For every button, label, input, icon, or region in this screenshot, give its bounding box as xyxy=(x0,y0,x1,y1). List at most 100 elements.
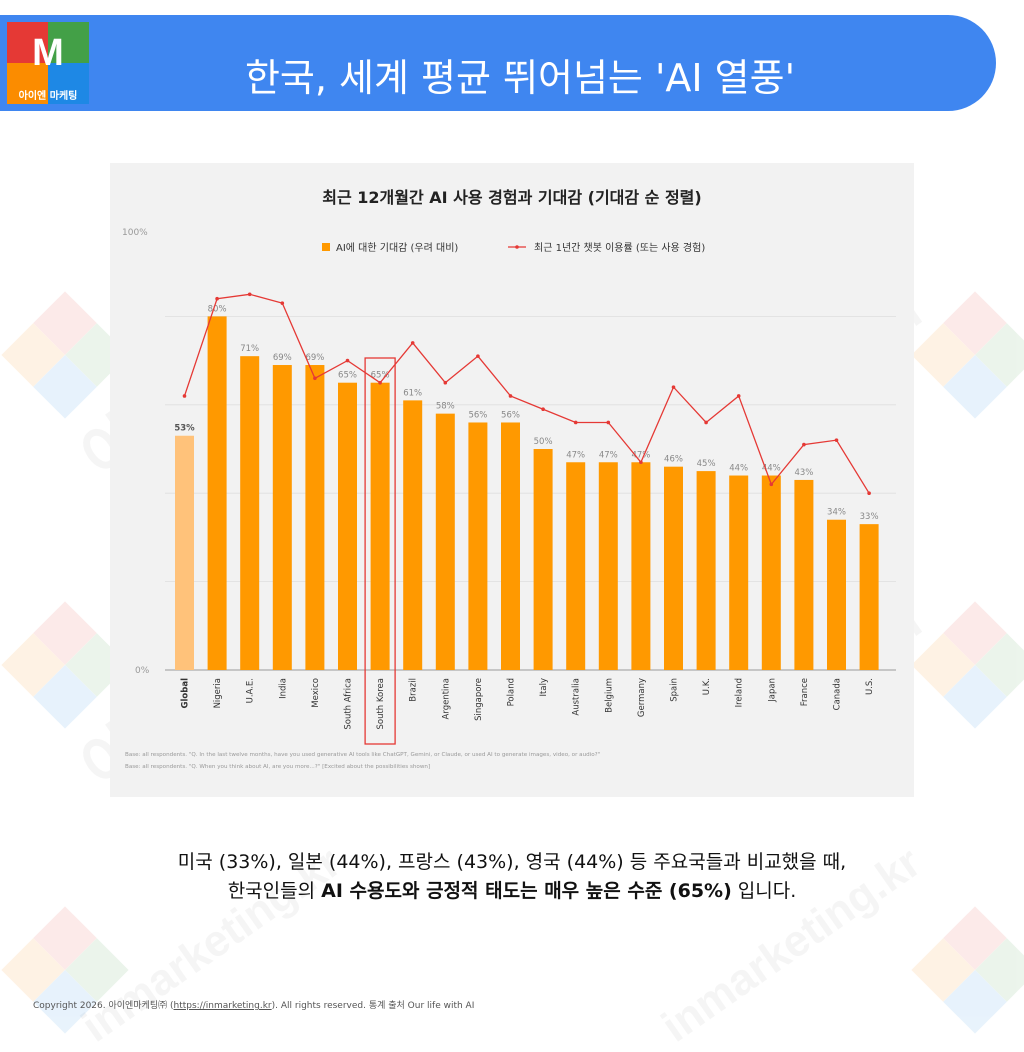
line-point xyxy=(802,442,806,447)
watermark-logo xyxy=(911,906,1024,1034)
bar-value-label: 53% xyxy=(174,424,195,434)
bar-japan xyxy=(761,475,781,670)
south-korea-highlight-box xyxy=(364,357,396,745)
bar-south-africa xyxy=(338,382,357,670)
line-point xyxy=(410,341,415,345)
line-point xyxy=(671,385,676,389)
bar-value-label: 45% xyxy=(697,459,716,469)
usage-line xyxy=(183,293,870,494)
bar-u-s- xyxy=(859,524,879,670)
x-tick-label: Canada xyxy=(833,678,843,710)
line-point xyxy=(313,376,317,381)
line-point xyxy=(215,296,219,301)
bar-u-k- xyxy=(696,471,716,670)
x-tick-label: U.A.E. xyxy=(246,678,256,703)
chart-note: Base: all respondents. "Q. When you thin… xyxy=(125,764,430,770)
x-tick-label: Singapore xyxy=(474,678,484,721)
x-tick-label: South Africa xyxy=(344,678,354,730)
bar-value-label: 33% xyxy=(860,512,879,522)
logo-letter: M xyxy=(32,32,64,74)
bar-value-label: 47% xyxy=(566,450,585,460)
line-point xyxy=(280,301,285,305)
bar-value-label: 56% xyxy=(468,410,487,420)
bar-poland xyxy=(501,422,520,670)
bar-singapore xyxy=(468,422,488,670)
bar-brazil xyxy=(403,400,423,670)
line-point xyxy=(606,420,611,425)
x-tick-label: South Korea xyxy=(376,678,386,730)
copyright-footer: Copyright 2026. 아이엔마케팅㈜ (https://inmarke… xyxy=(33,1001,475,1011)
page-title: 한국, 세계 평균 뛰어넘는 'AI 열풍' xyxy=(244,56,796,100)
bar-germany xyxy=(631,462,651,670)
bar-value-label: 58% xyxy=(436,402,455,412)
logo-text: 아이엔 마케팅 xyxy=(18,91,78,102)
bar-value-label: 61% xyxy=(403,388,422,398)
bar-nigeria xyxy=(207,316,227,670)
legend-bar-swatch xyxy=(322,243,330,251)
bar-value-label: 71% xyxy=(240,344,259,354)
chart-title: 최근 12개월간 AI 사용 경험과 기대감 (기대감 순 정렬) xyxy=(322,188,701,207)
header-bar: 한국, 세계 평균 뛰어넘는 'AI 열풍' xyxy=(0,15,996,111)
x-tick-label: Belgium xyxy=(604,678,614,713)
chart-card: 최근 12개월간 AI 사용 경험과 기대감 (기대감 순 정렬) 100% 0… xyxy=(110,163,914,797)
bar-value-label: 69% xyxy=(305,353,324,363)
bar-south-korea xyxy=(370,382,390,670)
bar-value-label: 47% xyxy=(599,450,618,460)
bar-value-label: 44% xyxy=(762,464,781,474)
chart-note: Base: all respondents. "Q. In the last t… xyxy=(125,752,601,758)
bar-value-label: 46% xyxy=(664,455,683,465)
legend-bar-label: AI에 대한 기대감 (우려 대비) xyxy=(336,242,458,254)
bar-value-label: 44% xyxy=(729,464,748,474)
x-tick-label: Global xyxy=(181,678,191,709)
x-tick-label: Australia xyxy=(572,678,582,716)
x-tick-label: Poland xyxy=(507,678,517,706)
watermark-logo xyxy=(911,291,1024,419)
bar-italy xyxy=(533,449,553,670)
legend-line-marker xyxy=(515,245,519,249)
x-tick-label: Italy xyxy=(539,678,549,696)
x-tick-label: Ireland xyxy=(735,678,745,707)
bar-value-label: 80% xyxy=(208,304,227,314)
x-tick-label: India xyxy=(278,678,288,699)
bar-mexico xyxy=(305,365,325,670)
summary-text: 미국 (33%), 일본 (44%), 프랑스 (43%), 영국 (44%) … xyxy=(80,848,944,906)
bar-value-label: 43% xyxy=(794,468,813,478)
y-tick-label: 0% xyxy=(135,666,150,676)
line-point xyxy=(541,407,545,412)
line-point xyxy=(736,394,741,398)
bar-line-chart: 최근 12개월간 AI 사용 경험과 기대감 (기대감 순 정렬) 100% 0… xyxy=(122,188,896,770)
bar-value-label: 56% xyxy=(501,410,520,420)
footer-link[interactable]: https://inmarketing.kr xyxy=(173,1001,272,1011)
bar-australia xyxy=(566,462,586,670)
bar-u-a-e- xyxy=(240,356,260,670)
line-point xyxy=(378,380,382,385)
summary-line-2: 한국인들의 AI 수용도와 긍정적 태도는 매우 높은 수준 (65%) 입니다… xyxy=(227,880,797,902)
bar-value-label: 69% xyxy=(273,353,292,363)
bar-argentina xyxy=(435,413,455,670)
x-tick-label: Mexico xyxy=(311,678,321,708)
bar-value-label: 65% xyxy=(371,371,390,381)
bar-ireland xyxy=(729,475,749,670)
x-tick-label: Argentina xyxy=(441,678,451,719)
watermark-logo xyxy=(1,906,129,1034)
x-tick-label: Brazil xyxy=(409,678,419,702)
x-tick-label: Germany xyxy=(637,678,647,717)
bar-india xyxy=(272,365,292,670)
bar-france xyxy=(794,479,814,670)
bar-global xyxy=(175,435,194,670)
x-tick-label: Nigeria xyxy=(213,678,223,708)
bar-value-label: 34% xyxy=(827,508,846,518)
watermark-logo xyxy=(911,601,1024,729)
x-tick-label: U.S. xyxy=(865,678,875,695)
line-point xyxy=(443,380,448,385)
summary-line-1: 미국 (33%), 일본 (44%), 프랑스 (43%), 영국 (44%) … xyxy=(177,851,847,873)
line-point xyxy=(573,420,578,425)
x-tick-label: Japan xyxy=(767,678,777,703)
line-point xyxy=(704,420,708,425)
bar-value-label: 65% xyxy=(338,371,357,381)
bar-spain xyxy=(664,466,683,670)
line-point xyxy=(247,292,252,297)
y-tick-label: 100% xyxy=(122,228,148,238)
line-point xyxy=(345,358,350,363)
x-tick-label: U.K. xyxy=(702,678,712,695)
